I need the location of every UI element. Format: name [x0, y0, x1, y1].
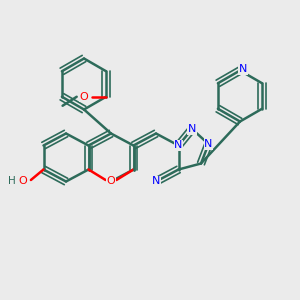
Text: N: N	[188, 124, 196, 134]
Text: N: N	[239, 64, 247, 74]
Text: O: O	[79, 92, 88, 102]
Text: N: N	[204, 139, 213, 149]
Text: O: O	[18, 176, 27, 187]
Text: H: H	[8, 176, 16, 186]
Text: N: N	[174, 140, 183, 151]
Text: O: O	[106, 176, 116, 187]
Text: N: N	[152, 176, 160, 187]
